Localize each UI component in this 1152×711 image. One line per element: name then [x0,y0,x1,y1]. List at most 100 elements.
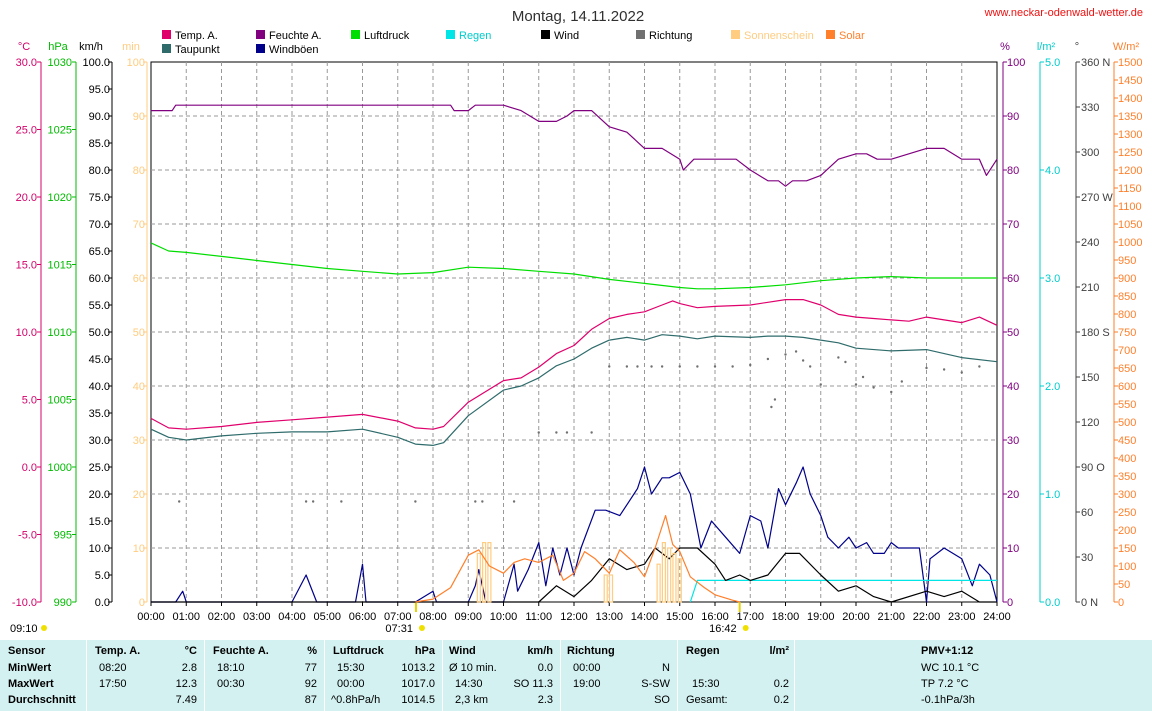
sun-axis-tick-label: 30 [133,435,145,447]
solar-axis-tick-label: 200 [1118,525,1136,537]
direction-point [414,500,417,503]
direction-axis-tick-label: 360 N [1081,57,1110,69]
stats-pressure-header: Luftdruck [333,645,384,657]
wind-axis-tick-label: 10.0 [89,543,110,555]
x-axis-tick-label: 00:00 [137,611,165,623]
legend-label: Windböen [269,44,319,56]
direction-point [794,350,798,353]
solar-axis-tick-label: 350 [1118,471,1136,483]
wind-axis-tick-label: 5.0 [95,570,110,582]
direction-point [819,383,822,386]
chart-legend: Temp. A. Taupunkt Feuchte A. Windböen Luftdr… [162,30,865,56]
sunshine-bar [672,552,677,603]
legend-label: Wind [554,30,579,42]
humidity-axis-tick-label: 0 [1007,597,1013,609]
direction-point [660,365,664,368]
legend-swatch [636,30,645,39]
direction-point [608,365,611,368]
direction-point [766,357,770,361]
x-axis-tick-label: 16:00 [701,611,729,623]
wind-axis-tick-label: 55.0 [89,300,110,312]
legend-swatch [541,30,550,39]
stats-header-sensor: Sensor [8,645,46,657]
stats-section-direction: Richtung 00:00 N 19:00 S-SW SO [560,640,678,711]
solar-axis-tick-label: 1100 [1118,201,1142,213]
pressure-axis-tick-label: 1015 [48,260,72,272]
stats-pmv-tp: TP 7.2 °C [921,678,969,690]
direction-point [565,431,569,434]
stats-pressure-max: 1017.0 [401,678,435,690]
direction-point [713,365,717,368]
weather-chart: 30.025.020.015.010.05.00.0-5.0-10.0°C103… [10,7,1143,635]
stats-wind-distance: 2,3 km [455,694,489,706]
sunshine-bar [656,563,661,603]
direction-point [311,500,315,503]
temp-axis-tick-label: 15.0 [16,260,37,272]
direction-point [731,365,734,368]
series-line-temp-a- [150,299,998,430]
solar-axis-tick-label: 50 [1118,579,1130,591]
solar-axis-tick-label: 1400 [1118,93,1142,105]
rain-axis-tick-label: 4.0 [1045,165,1060,177]
direction-axis-tick-label: 240 [1081,237,1099,249]
sun-axis-tick-label: 100 [127,57,145,69]
humidity-axis-tick-label: 70 [1007,219,1019,231]
series-line-wind [151,547,997,603]
x-axis-tick-label: 18:00 [772,611,800,623]
direction-point [770,405,773,409]
sun-axis-tick-label: 90 [133,111,145,123]
direction-point [696,365,699,368]
stats-wind-min-label: Ø 10 min. [449,662,497,674]
x-axis-tick-label: 21:00 [877,611,905,623]
solar-axis-tick-label: 800 [1118,309,1136,321]
solar-axis-tick-label: 750 [1118,327,1136,339]
stats-wind-max-time: 14:30 [455,678,483,690]
x-axis-tick-label: 01:00 [172,611,200,623]
solar-axis-tick-label: 1500 [1118,57,1142,69]
direction-point [304,500,308,503]
stats-wind-header: Wind [449,645,476,657]
direction-point [942,368,946,371]
direction-axis-tick-label: 210 [1081,282,1099,294]
sun-axis-unit: min [122,41,140,53]
wind-axis-tick-label: 70.0 [89,219,110,231]
legend-label: Solar [839,30,865,42]
stats-humidity-unit: % [307,645,317,657]
sun-axis-tick-label: 20 [133,489,145,501]
wind-axis-tick-label: 15.0 [89,516,110,528]
sunshine-total-sun-icon [41,625,47,631]
wind-axis-tick-label: 50.0 [89,327,110,339]
sunrise-label: 07:31 [385,623,413,635]
stats-pressure-min: 1013.2 [401,662,435,674]
wind-axis-tick-label: 45.0 [89,354,110,366]
stats-pressure-unit: hPa [414,645,435,657]
stats-humidity-max: 92 [304,678,317,690]
stats-temp-min-time: 08:20 [99,662,127,674]
source-link[interactable]: www.neckar-odenwald-wetter.de [984,7,1143,19]
pressure-axis-tick-label: 1030 [48,57,72,69]
sun-axis-tick-label: 0 [139,597,145,609]
direction-point [960,371,963,374]
legend-swatch [446,30,455,39]
x-axis-tick-label: 07:00 [384,611,412,623]
temp-axis-tick-label: -5.0 [18,530,37,542]
solar-axis-tick-label: 400 [1118,453,1136,465]
stats-direction-avg: SO [654,694,670,706]
x-axis-tick-label: 05:00 [313,611,341,623]
chart-grid [150,61,998,603]
wind-axis-tick-label: 95.0 [89,84,110,96]
direction-axis-tick-label: 60 [1081,507,1093,519]
solar-axis-tick-label: 500 [1118,417,1136,429]
pressure-axis-tick-label: 1020 [48,192,72,204]
wind-axis-tick-label: 35.0 [89,408,110,420]
stats-section-temp: Temp. A. °C 08:20 2.8 17:50 12.3 7.49 [86,640,205,711]
series-line-windb-en [151,466,998,603]
solar-axis-tick-label: 300 [1118,489,1136,501]
legend-label: Taupunkt [175,44,220,56]
solar-axis-tick-label: 1000 [1118,237,1142,249]
sunshine-bar [608,574,614,603]
solar-axis-tick-label: 1450 [1118,75,1142,87]
sun-axis-tick-label: 80 [133,165,145,177]
solar-axis-tick-label: 550 [1118,399,1136,411]
stats-pressure-avg: 1014.5 [401,694,435,706]
